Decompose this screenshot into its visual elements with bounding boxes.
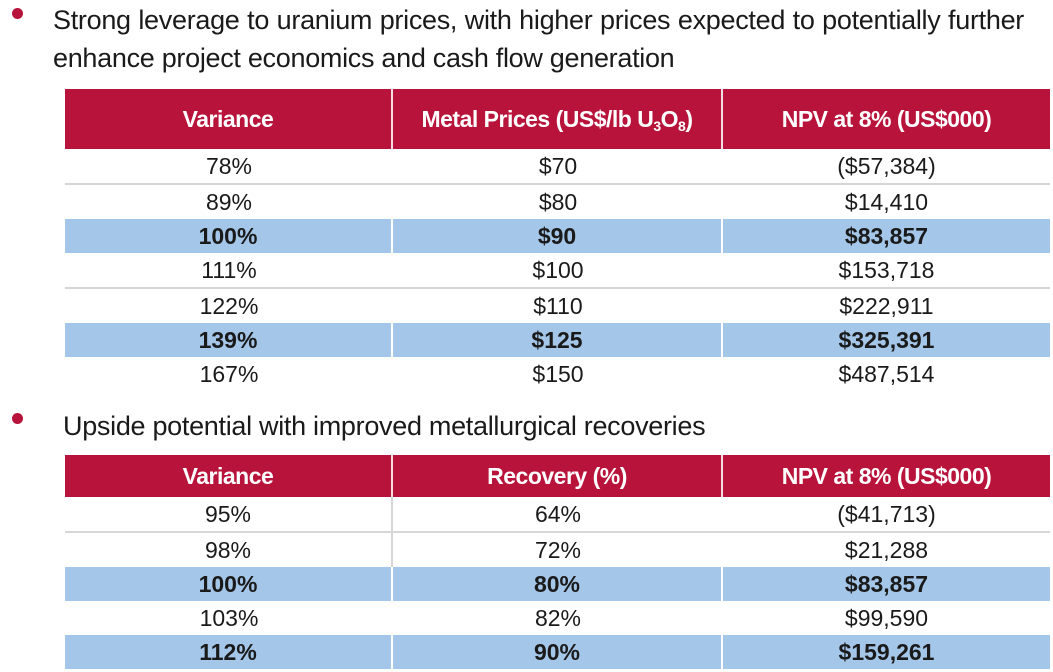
cell-variance: 95% (65, 497, 393, 533)
cell-npv: $222,911 (839, 293, 934, 319)
cell-variance: 100% (65, 219, 393, 253)
cell-recovery: 72% (534, 537, 582, 563)
header-npv: NPV at 8% (US$000) (723, 455, 1050, 497)
cell-npv: $159,261 (723, 635, 1050, 669)
cell-recovery: 64% (393, 497, 723, 533)
cell-variance: 103% (199, 605, 259, 631)
table-row: 122% $110 $222,911 (65, 289, 1050, 323)
cell-npv: ($57,384) (723, 149, 1050, 185)
table-row-highlighted: 100% $90 $83,857 (65, 219, 1050, 253)
cell-variance: 112% (65, 635, 393, 669)
header-sub-8: 8 (678, 117, 686, 134)
cell-npv: ($41,713) (723, 497, 1050, 533)
cell-variance: 78% (65, 149, 393, 185)
cell-variance: 139% (65, 323, 393, 357)
cell-price: $80 (538, 189, 578, 215)
table-row-highlighted: 139% $125 $325,391 (65, 323, 1050, 357)
cell-npv: $99,590 (844, 605, 929, 631)
table-row: 95% 64% ($41,713) (65, 497, 1050, 533)
table-row: 98% 72% $21,288 (65, 533, 1050, 567)
table-row: 89% $80 $14,410 (65, 185, 1050, 219)
header-metal-prices-text: Metal Prices (US$/lb U (421, 105, 654, 132)
table-row-highlighted: 100% 80% $83,857 (65, 567, 1050, 601)
cell-variance: 98% (65, 533, 393, 567)
cell-price: $70 (393, 149, 723, 185)
table-row: 111% $100 $153,718 (65, 253, 1050, 289)
cell-npv: $14,410 (844, 189, 929, 215)
cell-price: $110 (533, 293, 583, 319)
cell-variance: 111% (65, 253, 393, 289)
header-variance: Variance (65, 455, 393, 497)
table-row: 103% 82% $99,590 (65, 601, 1050, 635)
cell-variance: 100% (65, 567, 393, 601)
table-row: 167% $150 $487,514 (65, 357, 1050, 391)
cell-npv: $153,718 (723, 253, 1050, 289)
table-row: 78% $70 ($57,384) (65, 149, 1050, 185)
table-header-row: Variance Recovery (%) NPV at 8% (US$000) (65, 455, 1050, 497)
cell-variance: 89% (205, 189, 253, 215)
cell-npv: $83,857 (723, 567, 1050, 601)
cell-recovery: 90% (393, 635, 723, 669)
cell-npv: $21,288 (844, 537, 929, 563)
cell-npv: $325,391 (723, 323, 1050, 357)
cell-variance: 122% (199, 293, 259, 319)
bullet-icon (12, 8, 23, 19)
cell-variance: 167% (199, 361, 259, 387)
cell-recovery: 82% (534, 605, 582, 631)
header-variance: Variance (65, 89, 393, 149)
metal-price-sensitivity-table: Variance Metal Prices (US$/lb U3O8) NPV … (65, 89, 1050, 391)
cell-price: $90 (393, 219, 723, 253)
bullet-text-uranium-leverage: Strong leverage to uranium prices, with … (53, 5, 1024, 73)
cell-price: $150 (532, 361, 584, 387)
header-o: O (660, 105, 679, 132)
header-npv: NPV at 8% (US$000) (723, 89, 1050, 149)
bullet-text-recoveries: Upside potential with improved metallurg… (63, 411, 706, 441)
header-metal-prices: Metal Prices (US$/lb U3O8) (393, 89, 723, 149)
cell-price: $125 (393, 323, 723, 357)
table-header-row: Variance Metal Prices (US$/lb U3O8) NPV … (65, 89, 1050, 149)
bullet-icon (12, 413, 23, 424)
table-row-highlighted: 112% 90% $159,261 (65, 635, 1050, 669)
header-sub-3: 3 (653, 117, 661, 134)
header-close-paren: ) (685, 105, 693, 132)
cell-price: $100 (393, 253, 723, 289)
recovery-sensitivity-table: Variance Recovery (%) NPV at 8% (US$000)… (65, 455, 1050, 669)
cell-npv: $487,514 (838, 361, 935, 387)
cell-npv: $83,857 (723, 219, 1050, 253)
cell-recovery: 80% (393, 567, 723, 601)
header-recovery: Recovery (%) (393, 455, 723, 497)
